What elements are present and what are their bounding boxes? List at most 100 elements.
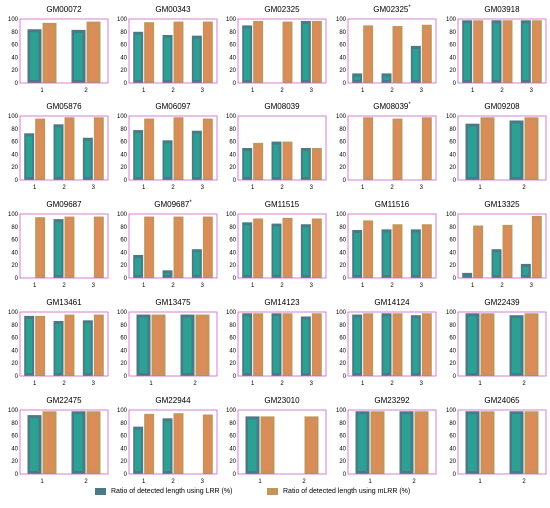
- y-tick-label: 60: [11, 238, 18, 244]
- y-tick-label: 100: [336, 212, 347, 218]
- y-tick-label: 100: [226, 310, 237, 316]
- y-tick-label: 40: [11, 348, 18, 354]
- plot-frame: [19, 409, 109, 475]
- bar-lrr-highlight: [164, 273, 171, 275]
- y-tick-label: 0: [15, 374, 19, 380]
- chart-panel: GM13325 0 20 40 60 80 100 1 2 3: [446, 200, 547, 289]
- y-tick-label: 40: [449, 250, 456, 256]
- bar-mlrr-highlight: [66, 317, 73, 373]
- bar-mlrr-highlight: [175, 416, 182, 471]
- bar-lrr-highlight: [193, 38, 200, 80]
- y-tick-label: 0: [343, 374, 347, 380]
- x-tick-label: 3: [201, 283, 205, 289]
- y-tick-label: 40: [339, 348, 346, 354]
- x-tick-label: 1: [142, 283, 146, 289]
- bar-mlrr-highlight: [483, 316, 492, 373]
- title-mark: *: [189, 200, 192, 206]
- y-tick-label: 40: [229, 446, 236, 452]
- x-tick-label: 1: [471, 283, 475, 289]
- bar-mlrr-highlight: [175, 219, 182, 275]
- chart-title: GM13475: [155, 298, 191, 307]
- bar-mlrr-highlight: [204, 417, 211, 471]
- bar-mlrr-highlight: [284, 144, 291, 177]
- y-tick-label: 0: [233, 374, 237, 380]
- chart-panel: GM23010 0 20 40 60 80 100 1 2: [226, 396, 327, 485]
- bar-mlrr-highlight: [394, 121, 401, 177]
- y-tick-label: 40: [339, 152, 346, 158]
- y-tick-label: 80: [120, 225, 127, 231]
- x-tick-label: 3: [310, 283, 314, 289]
- x-tick-label: 2: [302, 479, 306, 484]
- chart-panel: GM24065 0 20 40 60 80 100 1 2: [446, 396, 547, 485]
- bar-mlrr-highlight: [95, 120, 102, 177]
- bar-lrr-highlight: [164, 38, 171, 80]
- y-tick-label: 20: [11, 361, 18, 367]
- bar-mlrr-highlight: [313, 23, 320, 81]
- y-tick-label: 0: [343, 178, 347, 184]
- chart-title: GM14124: [374, 298, 410, 307]
- bar-lrr-highlight: [353, 233, 360, 275]
- y-tick-label: 0: [233, 276, 237, 282]
- y-tick-label: 100: [8, 212, 19, 218]
- chart-panel: GM02325* 0 20 40 60 80 100 1 2 3: [336, 5, 437, 94]
- bar-mlrr-highlight: [527, 316, 536, 373]
- x-tick-label: 1: [478, 479, 482, 484]
- x-tick-label: 1: [33, 283, 37, 289]
- chart-title: GM08039*: [373, 102, 411, 111]
- bar-mlrr-highlight: [254, 316, 261, 373]
- y-tick-label: 80: [11, 30, 18, 36]
- x-tick-label: 3: [310, 381, 314, 387]
- bar-lrr-highlight: [55, 222, 62, 275]
- bar-mlrr-highlight: [254, 23, 261, 81]
- x-tick-label: 1: [251, 88, 255, 94]
- y-tick-label: 20: [120, 263, 127, 269]
- legend-item-mlrr: Ratio of detected length using mLRR (%): [267, 488, 410, 495]
- x-tick-label: 1: [33, 381, 37, 387]
- bar-mlrr-highlight: [145, 121, 152, 177]
- legend-item-lrr: Ratio of detected length using LRR (%): [95, 488, 232, 495]
- bar-mlrr-highlight: [45, 25, 54, 80]
- y-tick-label: 0: [124, 472, 128, 478]
- y-tick-label: 60: [449, 434, 456, 440]
- x-tick-label: 1: [361, 283, 365, 289]
- y-tick-label: 0: [15, 81, 19, 87]
- bar-mlrr-highlight: [175, 120, 182, 177]
- title-mark: *: [408, 5, 411, 11]
- y-tick-label: 20: [449, 165, 456, 171]
- plot-frame: [19, 213, 109, 279]
- bar-mlrr-highlight: [533, 218, 540, 275]
- plot-frame: [128, 311, 218, 377]
- x-tick-label: 2: [390, 88, 394, 94]
- x-tick-label: 3: [420, 185, 424, 191]
- chart-title: GM06097: [155, 102, 191, 111]
- x-tick-label: 2: [412, 479, 416, 484]
- y-tick-label: 80: [11, 225, 18, 231]
- chart-panel: GM09687* 0 20 40 60 80 100 1 2 3: [117, 200, 218, 289]
- bar-lrr-highlight: [468, 126, 477, 177]
- bar-lrr-highlight: [164, 143, 171, 177]
- y-tick-label: 60: [229, 238, 236, 244]
- y-tick-label: 40: [339, 55, 346, 61]
- bar-mlrr-highlight: [373, 414, 382, 471]
- chart-panel: GM22944 0 20 40 60 80 100 1 2 3: [117, 396, 218, 485]
- bar-mlrr-highlight: [307, 419, 316, 471]
- y-tick-label: 0: [453, 178, 457, 184]
- y-tick-label: 20: [11, 165, 18, 171]
- bar-mlrr-highlight: [254, 145, 261, 177]
- x-tick-label: 2: [62, 283, 66, 289]
- bar-mlrr-highlight: [284, 316, 291, 373]
- y-tick-label: 100: [117, 310, 128, 316]
- bar-lrr-highlight: [512, 414, 521, 471]
- y-tick-label: 60: [229, 434, 236, 440]
- y-tick-label: 40: [339, 446, 346, 452]
- chart-title: GM02325*: [373, 5, 411, 14]
- bar-lrr-highlight: [402, 414, 411, 471]
- x-tick-label: 1: [40, 88, 44, 94]
- x-tick-label: 1: [251, 283, 255, 289]
- y-tick-label: 20: [120, 459, 127, 465]
- bar-lrr-highlight: [412, 48, 419, 80]
- y-tick-label: 80: [449, 421, 456, 427]
- y-tick-label: 80: [339, 225, 346, 231]
- plot-frame: [457, 18, 547, 84]
